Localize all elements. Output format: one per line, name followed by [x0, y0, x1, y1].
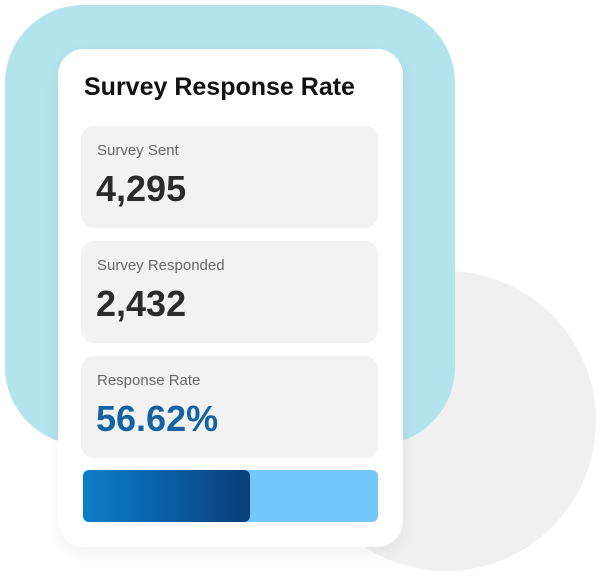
- stat-label: Survey Sent: [97, 142, 179, 159]
- card-title: Survey Response Rate: [84, 73, 355, 101]
- response-progress-fill: [83, 470, 251, 522]
- stat-tile-survey-sent: Survey Sent 4,295: [81, 126, 378, 228]
- stat-label: Survey Responded: [97, 257, 225, 274]
- response-progress-bar: [83, 470, 378, 522]
- survey-card: Survey Response Rate Survey Sent 4,295 S…: [58, 49, 403, 547]
- stat-tile-response-rate: Response Rate 56.62%: [81, 356, 378, 458]
- stat-value: 56.62%: [96, 398, 219, 439]
- stat-value: 2,432: [96, 283, 187, 324]
- stat-value: 4,295: [96, 168, 187, 209]
- stat-label: Response Rate: [97, 372, 201, 389]
- stat-tile-survey-responded: Survey Responded 2,432: [81, 241, 378, 343]
